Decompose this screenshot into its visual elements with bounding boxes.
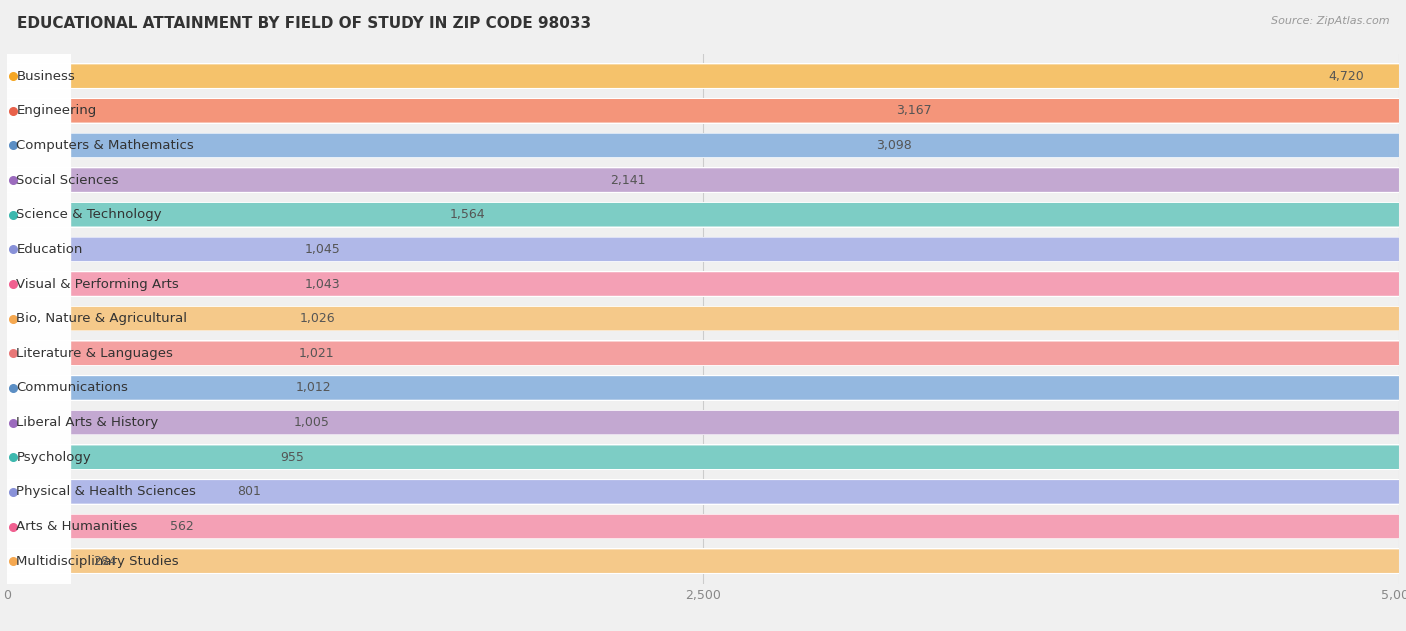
FancyBboxPatch shape (6, 0, 72, 398)
Text: 955: 955 (280, 451, 304, 464)
Text: 1,043: 1,043 (304, 278, 340, 290)
FancyBboxPatch shape (7, 272, 1399, 296)
FancyBboxPatch shape (6, 136, 72, 631)
FancyBboxPatch shape (7, 271, 1399, 297)
Text: Multidisciplinary Studies: Multidisciplinary Studies (17, 555, 179, 568)
FancyBboxPatch shape (6, 205, 72, 631)
FancyBboxPatch shape (6, 0, 72, 502)
FancyBboxPatch shape (7, 167, 1399, 193)
Text: Engineering: Engineering (17, 104, 97, 117)
FancyBboxPatch shape (7, 445, 1399, 469)
FancyBboxPatch shape (7, 341, 1399, 366)
Text: Liberal Arts & History: Liberal Arts & History (17, 416, 159, 429)
Text: EDUCATIONAL ATTAINMENT BY FIELD OF STUDY IN ZIP CODE 98033: EDUCATIONAL ATTAINMENT BY FIELD OF STUDY… (17, 16, 591, 31)
FancyBboxPatch shape (7, 203, 1399, 227)
FancyBboxPatch shape (7, 134, 1399, 157)
FancyBboxPatch shape (6, 170, 72, 631)
FancyBboxPatch shape (6, 240, 72, 631)
FancyBboxPatch shape (7, 444, 1399, 470)
Text: 4,720: 4,720 (1329, 69, 1364, 83)
FancyBboxPatch shape (7, 376, 1399, 399)
Text: 3,098: 3,098 (876, 139, 912, 152)
FancyBboxPatch shape (7, 99, 1399, 122)
FancyBboxPatch shape (6, 0, 72, 432)
Text: 284: 284 (93, 555, 117, 568)
FancyBboxPatch shape (7, 306, 1399, 331)
FancyBboxPatch shape (7, 64, 1399, 88)
Text: Bio, Nature & Agricultural: Bio, Nature & Agricultural (17, 312, 187, 325)
FancyBboxPatch shape (6, 32, 72, 606)
FancyBboxPatch shape (7, 63, 1399, 89)
Text: 2,141: 2,141 (610, 174, 645, 187)
FancyBboxPatch shape (7, 411, 1399, 434)
FancyBboxPatch shape (7, 133, 1399, 158)
Text: 3,167: 3,167 (896, 104, 931, 117)
Text: Science & Technology: Science & Technology (17, 208, 162, 221)
Text: 1,021: 1,021 (298, 347, 333, 360)
FancyBboxPatch shape (6, 0, 72, 363)
FancyBboxPatch shape (6, 0, 72, 536)
FancyBboxPatch shape (6, 101, 72, 631)
Text: 801: 801 (238, 485, 262, 498)
Text: 1,005: 1,005 (294, 416, 329, 429)
Text: Visual & Performing Arts: Visual & Performing Arts (17, 278, 179, 290)
FancyBboxPatch shape (7, 515, 1399, 538)
FancyBboxPatch shape (6, 274, 72, 631)
FancyBboxPatch shape (7, 98, 1399, 124)
Text: Communications: Communications (17, 382, 128, 394)
FancyBboxPatch shape (7, 202, 1399, 228)
FancyBboxPatch shape (7, 548, 1399, 574)
FancyBboxPatch shape (7, 375, 1399, 401)
Text: Social Sciences: Social Sciences (17, 174, 120, 187)
Text: 1,564: 1,564 (450, 208, 485, 221)
Text: 1,045: 1,045 (305, 243, 340, 256)
FancyBboxPatch shape (7, 307, 1399, 331)
FancyBboxPatch shape (6, 66, 72, 631)
FancyBboxPatch shape (7, 479, 1399, 505)
Text: Literature & Languages: Literature & Languages (17, 347, 173, 360)
FancyBboxPatch shape (7, 550, 1399, 573)
FancyBboxPatch shape (7, 238, 1399, 261)
Text: Source: ZipAtlas.com: Source: ZipAtlas.com (1271, 16, 1389, 26)
FancyBboxPatch shape (7, 410, 1399, 435)
Text: Arts & Humanities: Arts & Humanities (17, 520, 138, 533)
Text: Business: Business (17, 69, 76, 83)
FancyBboxPatch shape (6, 0, 72, 467)
Text: Psychology: Psychology (17, 451, 91, 464)
FancyBboxPatch shape (7, 480, 1399, 504)
FancyBboxPatch shape (7, 514, 1399, 540)
Text: 562: 562 (170, 520, 194, 533)
Text: 1,026: 1,026 (299, 312, 335, 325)
FancyBboxPatch shape (6, 0, 72, 571)
FancyBboxPatch shape (7, 237, 1399, 262)
Text: Education: Education (17, 243, 83, 256)
Text: Physical & Health Sciences: Physical & Health Sciences (17, 485, 197, 498)
Text: Computers & Mathematics: Computers & Mathematics (17, 139, 194, 152)
FancyBboxPatch shape (7, 341, 1399, 365)
FancyBboxPatch shape (7, 168, 1399, 192)
Text: 1,012: 1,012 (295, 382, 332, 394)
